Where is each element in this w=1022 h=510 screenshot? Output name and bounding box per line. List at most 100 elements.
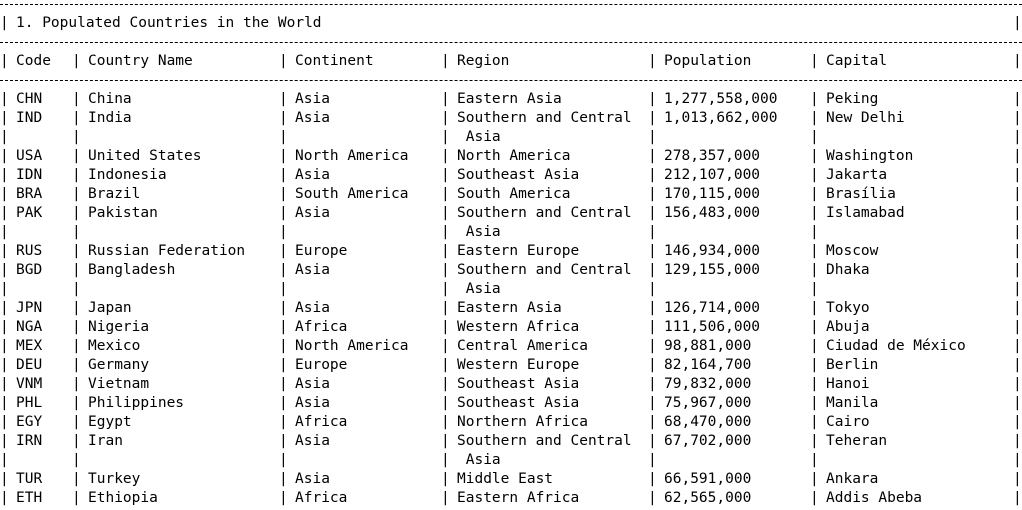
cell-border: | [441,490,450,506]
cell-border: | [648,452,657,468]
cell-border: | [810,452,819,468]
cell-continent: Asia [295,91,330,107]
cell-border: | [279,414,288,430]
cell-border: | [0,300,9,316]
cell-code: CHN [16,91,43,107]
table-row: | | | | | | | PAK Pakistan Asia Southern and Centr… [0,204,1022,223]
cell-capital: Addis Abeba [826,490,923,506]
cell-border: | [0,205,9,221]
cell-name: Philippines [88,395,185,411]
cell-population: 68,470,000 [664,414,752,430]
header-population: Population [664,53,752,69]
cell-border: | [279,376,288,392]
table-row-continuation: | | | | | | | Asia [0,128,1022,147]
cell-border: | [810,148,819,164]
cell-border: | [1013,167,1022,183]
cell-border: | [648,281,657,297]
cell-code: TUR [16,471,43,487]
cell-border: | [279,262,288,278]
cell-border: | [279,110,288,126]
cell-border: | [279,129,288,145]
cell-name: Vietnam [88,376,150,392]
cell-capital: Cairo [826,414,870,430]
cell-population: 278,357,000 [664,148,761,164]
cell-code: USA [16,148,43,164]
cell-border: | [810,243,819,259]
table-row: | | | | | | | NGA Nigeria Africa Western Africa 111… [0,318,1022,337]
cell-border: | [279,148,288,164]
cell-name: Ethiopia [88,490,158,506]
cell-border: | [1013,300,1022,316]
cell-border: | [72,471,81,487]
cell-border: | [441,91,450,107]
cell-population: 79,832,000 [664,376,752,392]
cell-region: Middle East [457,471,554,487]
cell-border: | [0,357,9,373]
cell-region: Eastern Europe [457,243,580,259]
cell-population: 1,013,662,000 [664,110,778,126]
cell-continent: North America [295,148,409,164]
cell-border: | [0,471,9,487]
cell-region: Eastern Africa [457,490,580,506]
cell-region: Southeast Asia [457,167,580,183]
cell-border: | [72,319,81,335]
cell-border: | [1013,110,1022,126]
cell-border: | [1013,148,1022,164]
header-border: | [0,53,9,69]
cell-code: IRN [16,433,43,449]
table-row: | | | | | | | IDN Indonesia Asia Southeast Asia 212… [0,166,1022,185]
table-row: | | | | | | | IND India Asia Southern and Central 1… [0,109,1022,128]
title-right-border: | [1013,15,1022,31]
cell-border: | [441,395,450,411]
cell-border: | [279,452,288,468]
table-row: | | | | | | | EGY Egypt Africa Northern Africa 68,4… [0,413,1022,432]
cell-border: | [1013,395,1022,411]
cell-border: | [279,167,288,183]
cell-border: | [648,395,657,411]
cell-border: | [810,262,819,278]
cell-code: JPN [16,300,43,316]
cell-border: | [72,262,81,278]
cell-name: Turkey [88,471,141,487]
cell-name: Japan [88,300,132,316]
cell-border: | [441,357,450,373]
cell-border: | [72,91,81,107]
cell-border: | [1013,452,1022,468]
cell-border: | [810,224,819,240]
cell-border: | [648,433,657,449]
cell-capital: Dhaka [826,262,870,278]
cell-name: Egypt [88,414,132,430]
cell-border: | [72,414,81,430]
cell-border: | [1013,471,1022,487]
cell-border: | [72,433,81,449]
cell-capital: Moscow [826,243,879,259]
cell-continent: Asia [295,433,330,449]
cell-border: | [441,452,450,468]
cell-border: | [1013,433,1022,449]
cell-border: | [810,376,819,392]
cell-border: | [810,129,819,145]
table-row: | | | | | | | RUS Russian Federation Europe Easter… [0,242,1022,261]
cell-border: | [0,414,9,430]
cell-region: Southern and Central [457,262,632,278]
title-left-border: | [0,15,9,31]
cell-capital: Ciudad de México [826,338,966,354]
cell-population: 62,565,000 [664,490,752,506]
page-title: 1. Populated Countries in the World [16,15,322,31]
cell-name: Germany [88,357,150,373]
cell-border: | [648,243,657,259]
cell-border: | [648,376,657,392]
table-row: | | | | | | | CHN China Asia Eastern Asia 1,277,558… [0,90,1022,109]
cell-continent: Asia [295,205,330,221]
cell-border: | [648,414,657,430]
cell-capital: Abuja [826,319,870,335]
cell-border: | [810,300,819,316]
cell-border: | [72,129,81,145]
cell-border: | [648,357,657,373]
cell-region: Southeast Asia [457,395,580,411]
cell-border: | [648,262,657,278]
cell-border: | [0,319,9,335]
cell-border: | [0,490,9,506]
cell-border: | [279,300,288,316]
cell-border: | [648,490,657,506]
